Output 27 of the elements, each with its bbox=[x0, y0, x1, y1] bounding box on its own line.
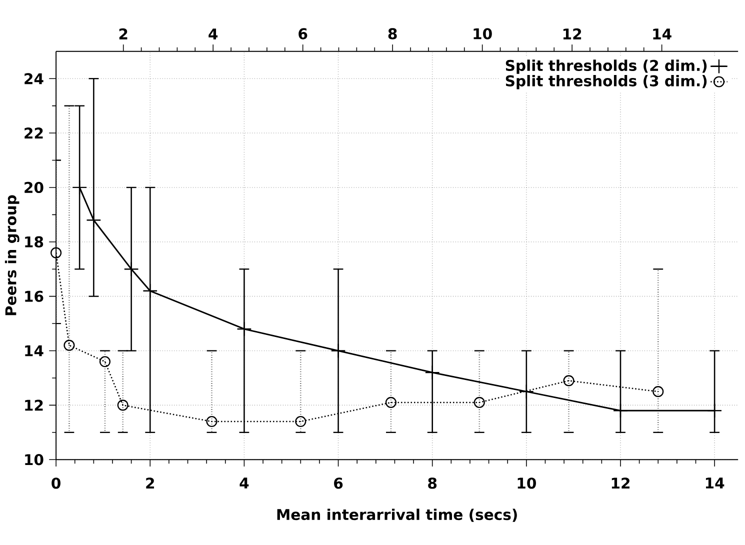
x2-tick-label: 14 bbox=[653, 28, 672, 40]
x-tick-label: 8 bbox=[428, 478, 437, 489]
x-tick-label: 0 bbox=[52, 478, 60, 489]
y-tick-label: 20 bbox=[24, 182, 44, 194]
x-axis-title: Mean interarrival time (secs) bbox=[277, 508, 517, 522]
y-tick-label: 24 bbox=[24, 73, 44, 84]
legend-label: Split thresholds (3 dim.) bbox=[506, 75, 707, 90]
x-tick-label: 4 bbox=[240, 478, 249, 489]
x2-tick-label: 8 bbox=[388, 28, 397, 40]
x-tick-label: 6 bbox=[334, 478, 343, 489]
y-tick-label: 12 bbox=[25, 400, 43, 411]
x-tick-label: 14 bbox=[706, 478, 724, 489]
y-tick-label: 14 bbox=[25, 346, 44, 356]
y-tick-label: 16 bbox=[25, 290, 44, 302]
x-tick-label: 12 bbox=[612, 478, 630, 489]
y-tick-label: 22 bbox=[24, 128, 43, 139]
x2-tick-label: 6 bbox=[298, 28, 308, 40]
legend-label: Split thresholds (2 dim.) bbox=[506, 60, 707, 74]
y-axis-title: Peers in group bbox=[4, 195, 20, 316]
x-tick-label: 2 bbox=[146, 478, 154, 489]
x2-tick-label: 4 bbox=[208, 28, 218, 40]
x2-tick-label: 10 bbox=[474, 28, 492, 40]
y-tick-label: 10 bbox=[25, 454, 44, 466]
x2-tick-label: 12 bbox=[563, 28, 582, 40]
y-tick-label: 18 bbox=[25, 236, 44, 248]
x2-tick-label: 2 bbox=[119, 28, 128, 40]
x-tick-label: 10 bbox=[518, 478, 536, 489]
